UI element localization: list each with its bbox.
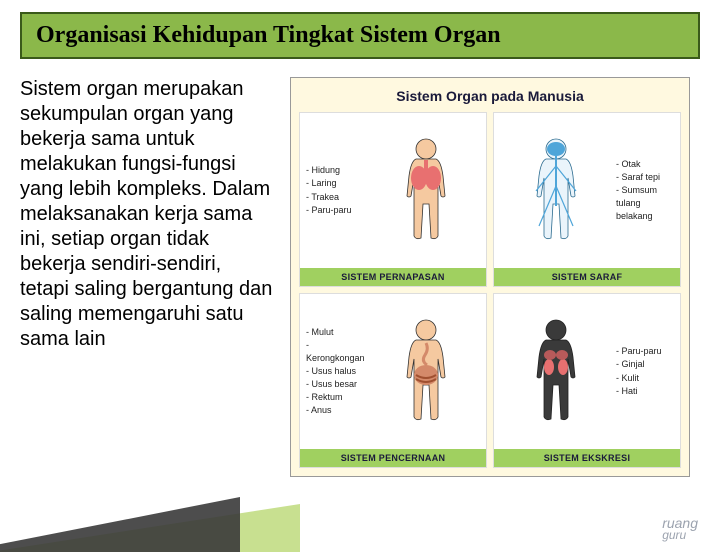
figure-title: Sistem Organ pada Manusia (291, 78, 689, 110)
organ-systems-figure: Sistem Organ pada Manusia - Hidung- Lari… (290, 77, 690, 477)
list-item: - Ginjal (616, 358, 674, 371)
figure-grid: - Hidung- Laring- Trakea- Paru-paru SIST… (299, 112, 681, 468)
panel-sistem-pencernaan: - Mulut- Kerongkongan- Usus halus- Usus … (299, 293, 487, 468)
panel-item-list: - Mulut- Kerongkongan- Usus halus- Usus … (306, 326, 368, 417)
human-body-icon (372, 317, 480, 427)
content-row: Sistem organ merupakan sekumpulan organ … (0, 59, 720, 477)
list-item: - Otak (616, 158, 674, 171)
human-body-icon (500, 317, 612, 427)
list-item: - Usus besar (306, 378, 368, 391)
panel-sistem-pernapasan: - Hidung- Laring- Trakea- Paru-paru SIST… (299, 112, 487, 287)
list-item: - Laring (306, 177, 368, 190)
page-title: Organisasi Kehidupan Tingkat Sistem Orga… (36, 22, 684, 49)
panel-label: SISTEM PERNAPASAN (300, 268, 486, 286)
title-bar: Organisasi Kehidupan Tingkat Sistem Orga… (20, 12, 700, 59)
list-item: - Kerongkongan (306, 339, 368, 365)
body-paragraph: Sistem organ merupakan sekumpulan organ … (20, 77, 275, 477)
list-item: - Mulut (306, 326, 368, 339)
list-item: - Anus (306, 404, 368, 417)
panel-label: SISTEM SARAF (494, 268, 680, 286)
decorative-wedge-dark (0, 497, 240, 552)
list-item: - Paru-paru (616, 345, 674, 358)
list-item: - Usus halus (306, 365, 368, 378)
panel-item-list: - Paru-paru- Ginjal- Kulit- Hati (616, 345, 674, 397)
list-item: - Paru-paru (306, 204, 368, 217)
list-item: - Kulit (616, 372, 674, 385)
watermark: ruang guru (662, 515, 698, 542)
list-item: - Trakea (306, 191, 368, 204)
list-item: - Saraf tepi (616, 171, 674, 184)
panel-sistem-saraf: - Otak- Saraf tepi- Sumsum tulang belaka… (493, 112, 681, 287)
list-item: - Rektum (306, 391, 368, 404)
panel-label: SISTEM PENCERNAAN (300, 449, 486, 467)
list-item: - Hati (616, 385, 674, 398)
panel-item-list: - Hidung- Laring- Trakea- Paru-paru (306, 164, 368, 216)
list-item: - Sumsum tulang belakang (616, 184, 674, 223)
human-body-icon (372, 136, 480, 246)
list-item: - Hidung (306, 164, 368, 177)
human-body-icon (500, 136, 612, 246)
panel-item-list: - Otak- Saraf tepi- Sumsum tulang belaka… (616, 158, 674, 223)
panel-label: SISTEM EKSKRESI (494, 449, 680, 467)
panel-sistem-ekskresi: - Paru-paru- Ginjal- Kulit- Hati SISTEM E… (493, 293, 681, 468)
